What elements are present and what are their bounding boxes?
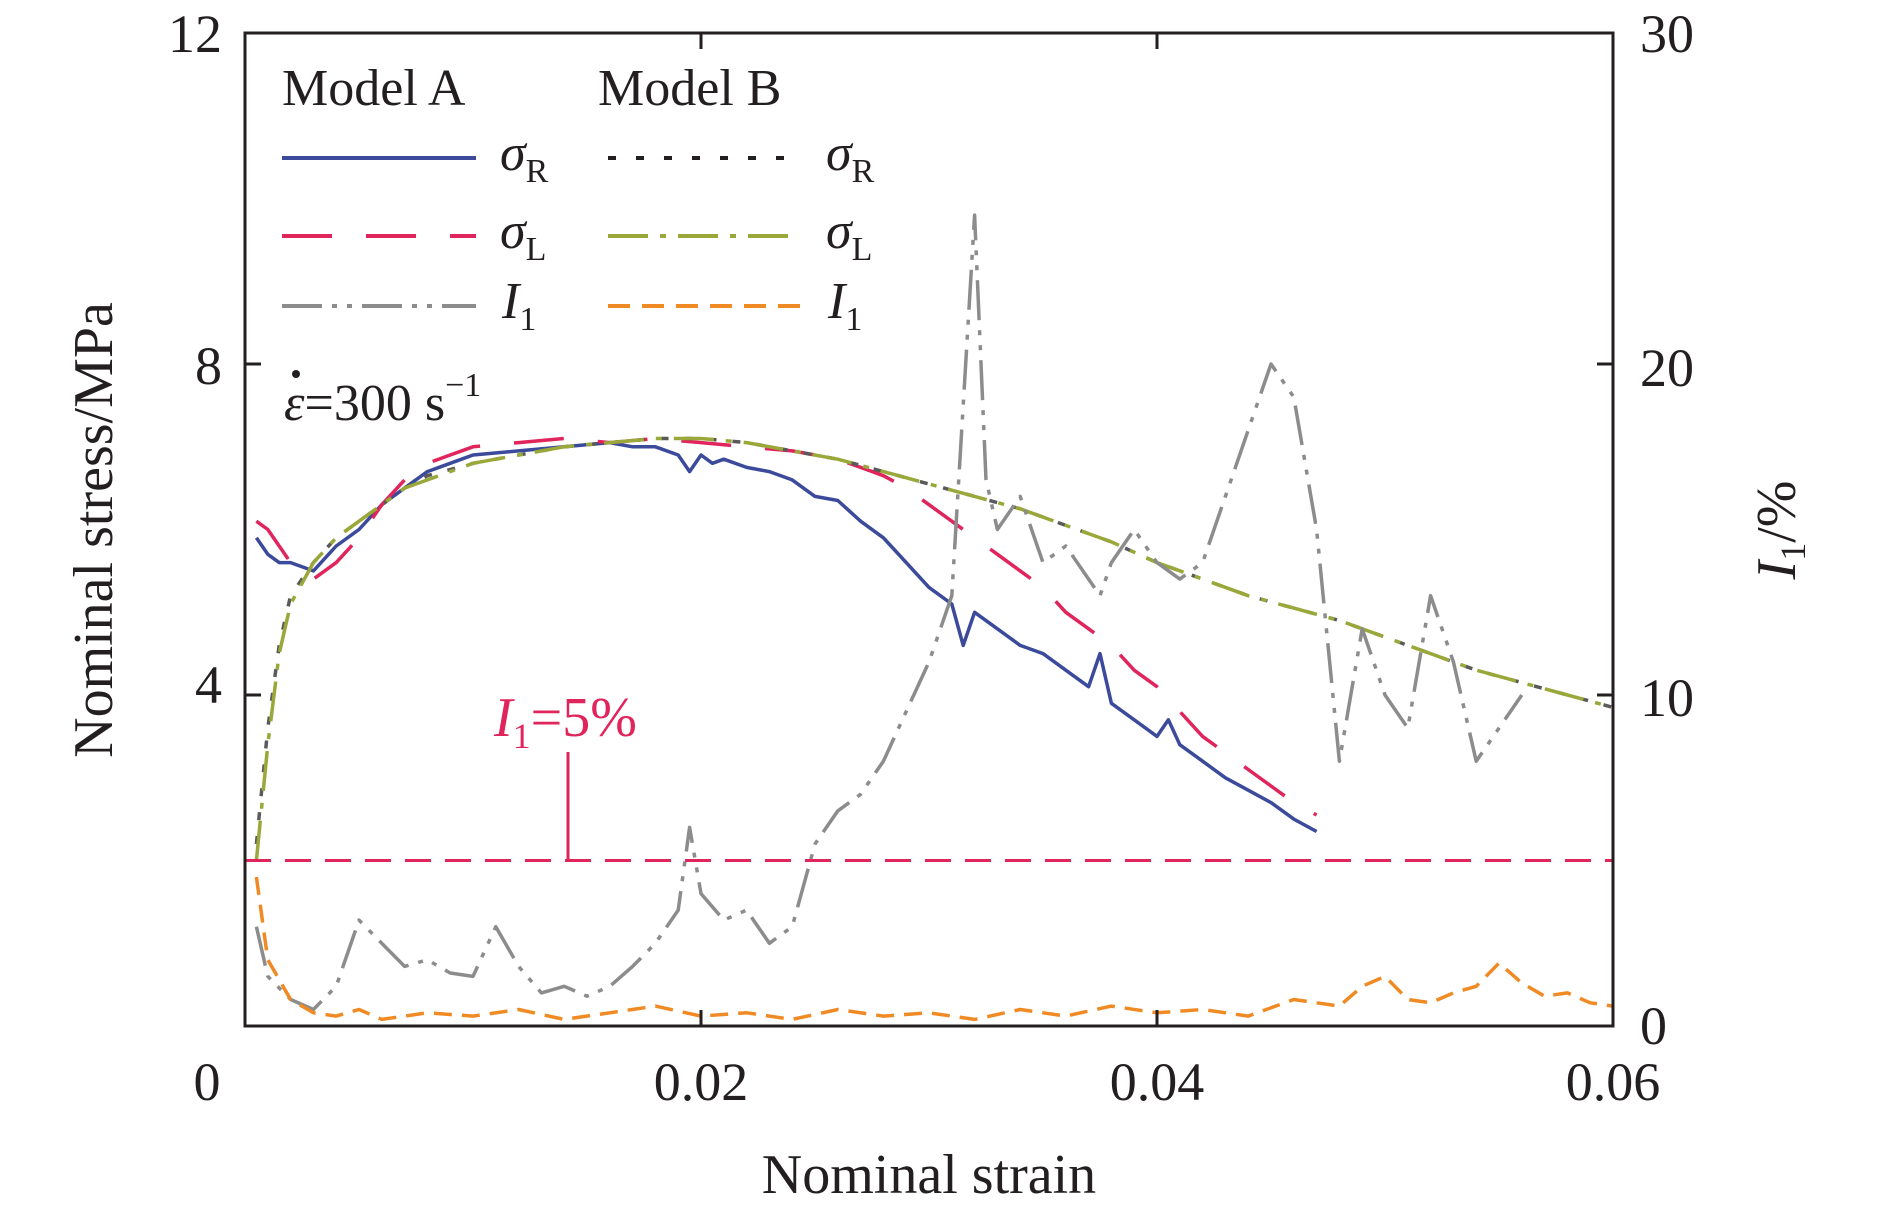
legend-label: σL — [500, 203, 546, 268]
legend-label: I1 — [501, 273, 536, 338]
legend-group-a: Model A — [282, 60, 466, 117]
legend: Model A Model B σR σR σL σL I1 I1 — [282, 60, 875, 338]
legend-label: σR — [500, 125, 549, 190]
legend-label: σL — [826, 203, 872, 268]
y2-tick-labels: 0 10 20 30 — [1640, 4, 1694, 1056]
strain-rate-text: ε=300 s−1 — [284, 367, 481, 432]
series-line-0 — [254, 440, 1318, 834]
x-tick-labels: 0 0.02 0.04 0.06 — [194, 1052, 1661, 1112]
x-tick-label: 0.06 — [1566, 1052, 1661, 1112]
strain-rate-dot — [292, 370, 300, 378]
series-line-4 — [254, 213, 1524, 1012]
x-tick-label: 0.04 — [1110, 1052, 1205, 1112]
series-line-3 — [254, 436, 1613, 861]
y-tick-labels: 4 8 12 — [168, 4, 222, 715]
strain-rate-annotation: ε=300 s−1 — [284, 367, 481, 432]
tick-layer — [243, 31, 1615, 1028]
y2-tick-label: 30 — [1640, 4, 1694, 64]
x-axis-title: Nominal strain — [762, 1144, 1096, 1206]
x-tick-label: 0.02 — [654, 1052, 749, 1112]
series-line-2 — [254, 436, 1613, 845]
y2-tick-label: 20 — [1640, 338, 1694, 398]
legend-label: σR — [826, 125, 875, 190]
series-layer — [254, 213, 1613, 1022]
y2-tick-label: 10 — [1640, 668, 1694, 728]
y2-axis-title: I1/% — [1746, 481, 1813, 581]
y-tick-label: 8 — [195, 336, 222, 396]
x-tick-label: 0 — [194, 1052, 221, 1112]
legend-label: I1 — [827, 273, 862, 338]
legend-group-b: Model B — [598, 60, 781, 117]
y-tick-label: 4 — [195, 655, 222, 715]
series-line-5 — [254, 876, 1613, 1022]
y2-tick-label: 0 — [1640, 996, 1667, 1056]
threshold-label: I1=5% — [493, 687, 637, 756]
y-tick-label: 12 — [168, 4, 222, 64]
series-line-1 — [255, 436, 1318, 817]
plot-frame — [243, 31, 1615, 1028]
y-axis-title: Nominal stress/MPa — [63, 302, 125, 758]
